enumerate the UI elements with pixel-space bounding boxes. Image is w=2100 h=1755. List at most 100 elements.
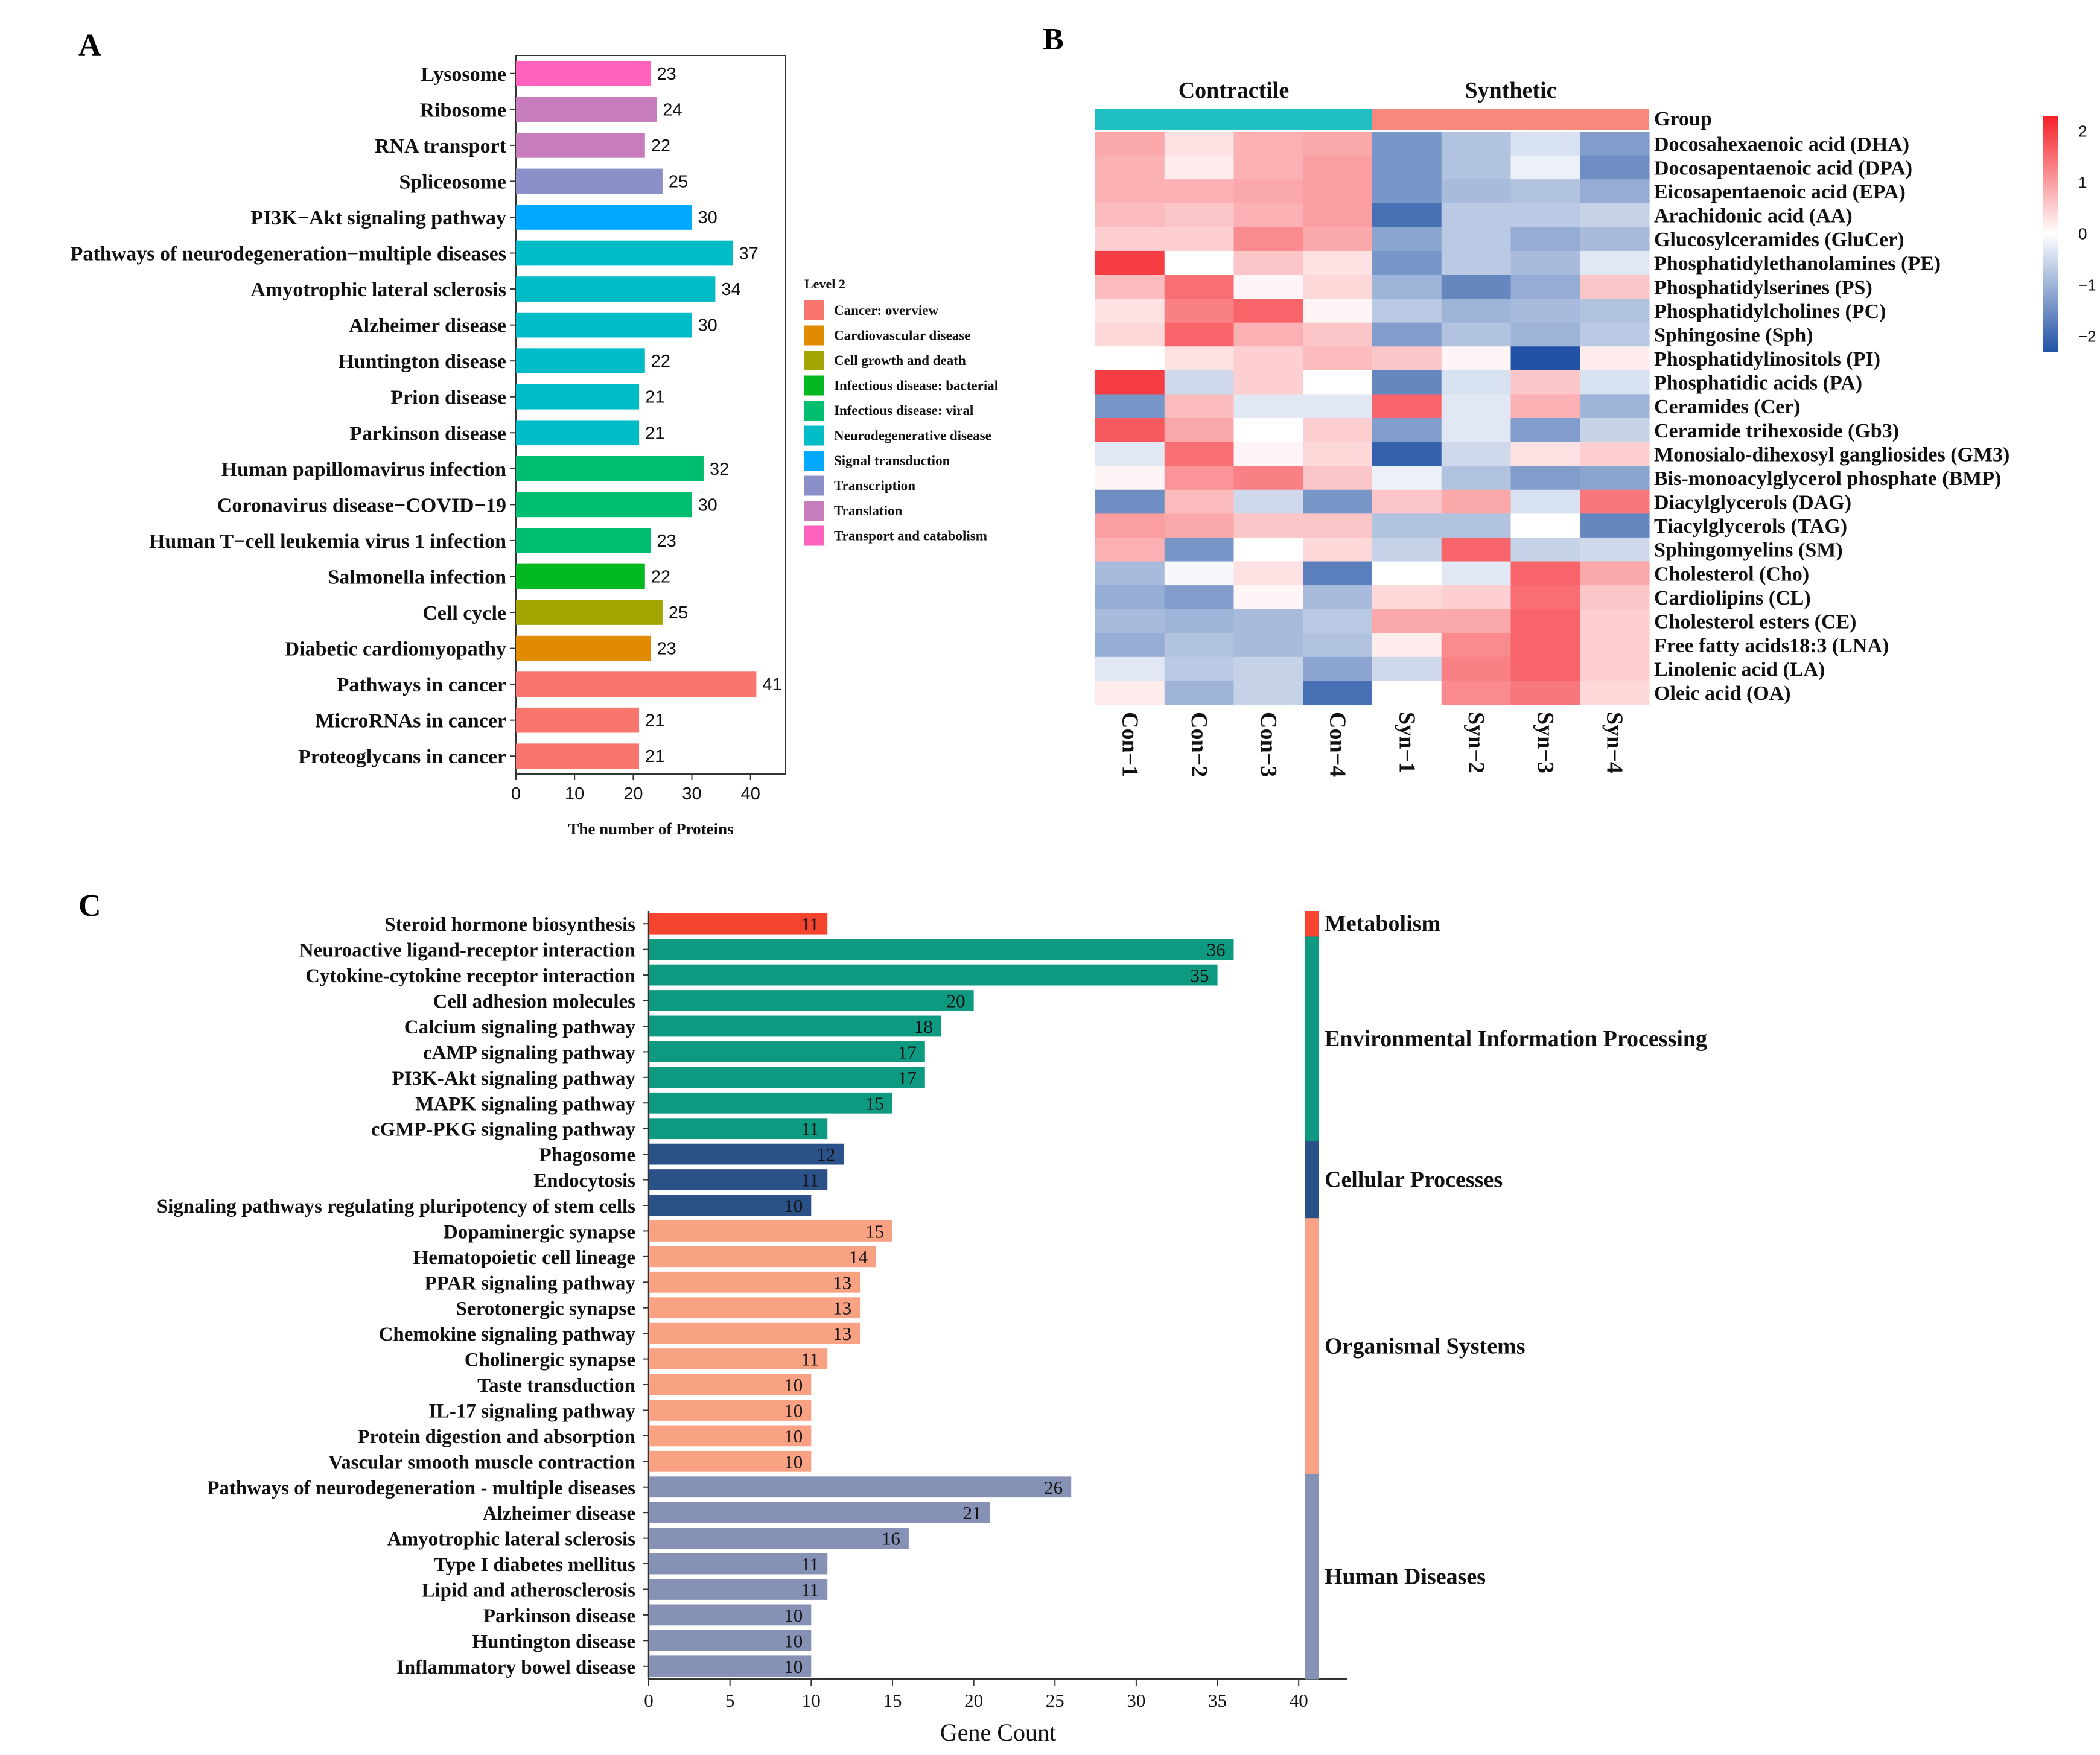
panel-c-bar [649,1297,861,1319]
panel-b-heatmap-cell [1233,132,1303,156]
panel-b-heatmap-cell [1095,394,1165,419]
panel-b-heatmap-cell [1164,299,1235,323]
panel-c-x-tick-label: 35 [1208,1690,1227,1711]
panel-a-bar [516,528,651,553]
panel-b-heatmap-cell [1372,346,1442,371]
panel-b-heatmap-cell [1441,633,1512,658]
panel-c-category-strip [1305,1218,1319,1475]
panel-b-heatmap-cell [1095,585,1165,610]
panel-c-data-label: 10 [784,1195,803,1216]
panel-a-bar [516,492,692,518]
panel-b-heatmap-cell [1510,227,1580,252]
panel-b-heatmap-cell [1164,418,1235,443]
panel-c-bar-chart: 11 Steroid hormone biosynthesis 36 Neuroact… [157,911,1348,1746]
panel-b-row-label: Docosahexaenoic acid (DHA) [1654,133,1909,156]
panel-b-heatmap-cell [1164,394,1235,419]
panel-c-category-label: Cellular Processes [1325,1167,1503,1193]
panel-b-colorbar-tick-label: −2 [2078,328,2096,346]
panel-b-heatmap-cell [1580,442,1650,466]
panel-b-heatmap-cell [1372,155,1442,180]
panel-b-heatmap-cell [1580,681,1650,705]
panel-b-heatmap-cell [1441,179,1512,204]
panel-b-heatmap-cell [1441,418,1512,443]
panel-b-heatmap-cell [1510,633,1580,658]
panel-b-heatmap-cell [1233,609,1303,633]
panel-b-column-label: Syn−4 [1602,712,1628,773]
panel-c-category-label: Taste transduction [477,1375,635,1397]
panel-a-category-label: Proteoglycans in cancer [298,746,506,768]
panel-b-row-label: Diacylglycerols (DAG) [1654,492,1851,514]
panel-c-category-label: Vascular smooth muscle contraction [328,1452,635,1473]
panel-b-row-label: Cardiolipins (CL) [1654,587,1811,609]
panel-a-data-label: 34 [721,280,740,299]
panel-c-bar [649,1553,828,1575]
panel-b-heatmap-cell [1303,203,1373,227]
panel-c-data-label: 13 [833,1323,851,1344]
panel-b-heatmap-cell [1441,299,1512,323]
panel-b-heatmap-cell [1164,633,1235,658]
panel-a-category-label: Ribosome [419,99,506,121]
panel-b-heatmap-cell [1510,394,1580,419]
panel-b-heatmap-cell [1441,561,1512,586]
panel-c-data-label: 14 [849,1246,868,1268]
panel-c-category-label: cAMP signaling pathway [423,1042,636,1064]
panel-b-heatmap-cell [1441,322,1512,347]
panel-b-heatmap-cell [1095,609,1165,633]
panel-b-heatmap-cell [1303,227,1373,252]
panel-c-x-tick-label: 30 [1127,1690,1145,1711]
panel-b-heatmap-cell [1303,155,1373,180]
panel-a-category-label: Huntington disease [338,351,506,373]
panel-c-bar [649,1630,812,1651]
panel-c-category-label: IL-17 signaling pathway [428,1400,635,1422]
panel-b-heatmap-cell [1510,561,1580,586]
panel-c-data-label: 26 [1044,1477,1063,1498]
panel-b-heatmap-cell [1095,466,1165,490]
panel-c-data-label: 21 [963,1502,982,1523]
panel-a-bar [516,168,663,194]
panel-b-heatmap-cell [1510,537,1580,562]
panel-c-data-label: 11 [801,1349,819,1370]
panel-b-heatmap-cell [1164,155,1235,180]
panel-b-colorbar-tick-label: 2 [2078,122,2087,141]
panel-a-bar [516,743,640,769]
panel-c-bar [649,1425,812,1447]
panel-b-column-label: Con−1 [1117,712,1142,777]
panel-b-colorbar: 2 1 0 −1 −2 [2043,116,2096,352]
panel-a-category-label: Human papillomavirus infection [221,459,506,481]
panel-b-column-label: Con−2 [1186,712,1212,777]
panel-a-legend: Level 2 Cancer: overview Cardiovascular di… [804,276,998,546]
panel-b-heatmap-cell [1441,585,1512,610]
panel-b-heatmap-cell [1095,275,1165,299]
panel-b-heatmap-cell [1164,609,1235,633]
panel-a-legend-label: Translation [834,503,903,518]
panel-b-row-label: Docosapentaenoic acid (DPA) [1654,157,1912,179]
panel-b-column-label: Syn−1 [1394,712,1419,773]
panel-b-heatmap-cell [1580,656,1650,682]
panel-b-heatmap-cell [1233,275,1303,299]
panel-c-x-tick-label: 5 [725,1690,735,1711]
panel-a-data-label: 21 [645,424,664,443]
panel-a-bar [516,563,645,589]
panel-b-heatmap-cell [1580,489,1650,514]
panel-b-heatmap-cell [1233,681,1303,705]
panel-b-heatmap-cell [1233,489,1303,514]
panel-b-row-label: Phosphatidylinositols (PI) [1654,348,1880,370]
panel-b-heatmap-cell [1303,681,1373,705]
panel-c-data-label: 11 [801,913,819,935]
panel-b-heatmap-cell [1441,609,1512,633]
panel-c-data-label: 11 [801,1553,819,1575]
panel-b-heatmap-cell [1303,370,1373,395]
panel-c-bar [649,1374,812,1395]
panel-b-heatmap-cell [1510,609,1580,633]
panel-c-bar [649,1604,812,1626]
panel-b-heatmap-cell [1441,203,1512,227]
panel-b-heatmap-cell [1233,656,1303,682]
panel-a-data-label: 25 [669,172,688,191]
panel-b-heatmap-cell [1095,633,1165,658]
panel-b-heatmap-cell [1303,656,1373,682]
panel-a-bar [516,240,733,266]
panel-c-category-label: Cytokine-cytokine receptor interaction [305,965,635,987]
panel-c-data-label: 17 [898,1041,917,1062]
panel-c-category-label: Pathways of neurodegeneration - multiple… [207,1477,635,1499]
panel-b-heatmap-cell [1441,466,1512,490]
